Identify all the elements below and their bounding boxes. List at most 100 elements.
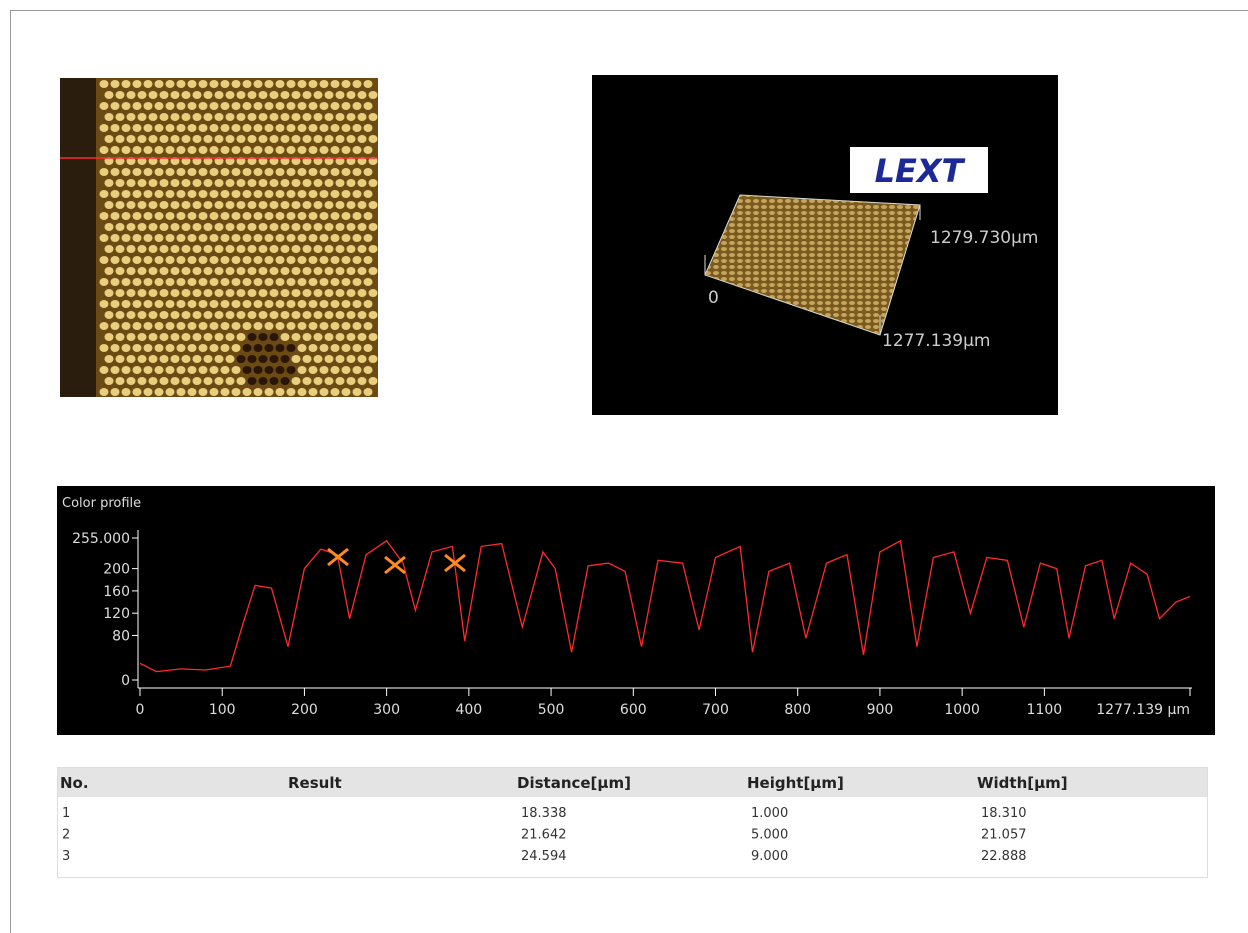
table-cell: 1.000 <box>751 806 788 821</box>
cell <box>132 146 142 154</box>
cell <box>187 80 197 88</box>
cell <box>209 322 219 330</box>
cell <box>357 377 367 385</box>
cell <box>363 80 373 88</box>
cell <box>363 322 373 330</box>
cell <box>324 267 334 275</box>
cell <box>192 245 202 253</box>
column-header: No. <box>60 774 89 792</box>
cell <box>258 91 268 99</box>
cell <box>198 388 208 396</box>
cell <box>187 212 197 220</box>
cell <box>368 201 378 209</box>
cell <box>242 300 252 308</box>
cell <box>357 311 367 319</box>
cell <box>258 267 268 275</box>
cell <box>346 267 356 275</box>
cell <box>159 135 169 143</box>
cell <box>165 124 175 132</box>
cell <box>176 366 186 374</box>
cell <box>247 91 257 99</box>
cell <box>242 212 252 220</box>
cell <box>335 223 345 231</box>
cell <box>253 190 263 198</box>
cell <box>291 157 301 165</box>
cell <box>132 212 142 220</box>
cell <box>363 124 373 132</box>
cell <box>258 289 268 297</box>
cell <box>280 333 290 341</box>
cell <box>132 168 142 176</box>
cell <box>137 179 147 187</box>
cell <box>346 157 356 165</box>
cell <box>203 267 213 275</box>
cell <box>220 300 230 308</box>
cell <box>220 344 230 352</box>
cell <box>291 201 301 209</box>
cell <box>368 113 378 121</box>
cell <box>220 212 230 220</box>
cell <box>99 344 109 352</box>
cell <box>192 377 202 385</box>
cell <box>203 135 213 143</box>
cell <box>214 289 224 297</box>
cell <box>330 80 340 88</box>
cell <box>242 234 252 242</box>
cell <box>198 190 208 198</box>
cell <box>231 102 241 110</box>
cell <box>352 344 362 352</box>
cell <box>341 234 351 242</box>
cell <box>368 157 378 165</box>
x-tick-label: 600 <box>620 702 647 718</box>
cell <box>132 190 142 198</box>
cell <box>137 267 147 275</box>
cell <box>181 267 191 275</box>
cell <box>242 388 252 396</box>
cell <box>352 102 362 110</box>
cell <box>264 168 274 176</box>
cell <box>247 311 257 319</box>
cell <box>291 333 301 341</box>
cell <box>165 146 175 154</box>
cell <box>335 113 345 121</box>
table-cell: 24.594 <box>521 849 567 864</box>
cell <box>242 190 252 198</box>
cell <box>264 366 274 374</box>
cell <box>319 300 329 308</box>
cell <box>341 80 351 88</box>
cell <box>110 168 120 176</box>
cell <box>308 388 318 396</box>
cell <box>341 278 351 286</box>
column-header: Result <box>288 774 342 792</box>
cell <box>121 168 131 176</box>
cell <box>159 377 169 385</box>
cell <box>247 333 257 341</box>
cell <box>346 333 356 341</box>
cell <box>231 388 241 396</box>
cell <box>181 157 191 165</box>
cell <box>143 168 153 176</box>
cell <box>132 234 142 242</box>
cell <box>192 289 202 297</box>
cell <box>308 344 318 352</box>
cell <box>264 256 274 264</box>
cell <box>275 256 285 264</box>
cell <box>357 223 367 231</box>
cell <box>104 201 114 209</box>
cell <box>236 157 246 165</box>
cell <box>110 102 120 110</box>
cell <box>198 124 208 132</box>
cell <box>115 311 125 319</box>
cell <box>324 179 334 187</box>
cell <box>352 300 362 308</box>
cell <box>313 311 323 319</box>
cell <box>209 146 219 154</box>
cell <box>225 245 235 253</box>
cell <box>291 267 301 275</box>
cell <box>253 278 263 286</box>
cell <box>104 377 114 385</box>
cell <box>165 278 175 286</box>
cell <box>319 278 329 286</box>
cell <box>346 135 356 143</box>
